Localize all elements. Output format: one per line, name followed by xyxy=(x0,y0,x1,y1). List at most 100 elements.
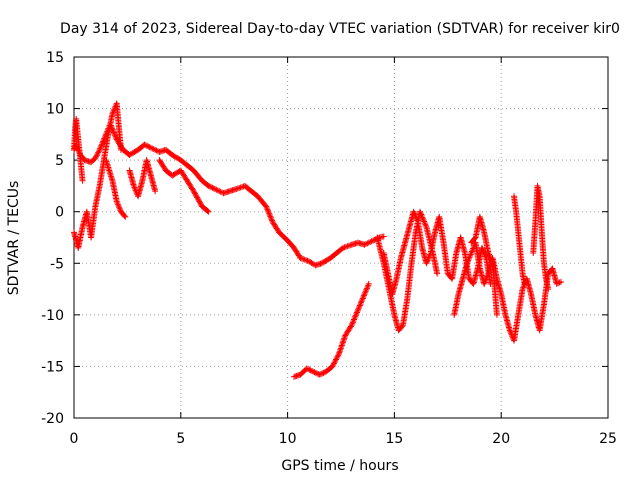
data-point xyxy=(399,323,406,330)
data-point xyxy=(347,323,354,330)
y-tick-label: -20 xyxy=(41,411,64,427)
data-point xyxy=(519,286,526,293)
data-point xyxy=(482,252,489,259)
data-point xyxy=(304,257,311,264)
y-tick-label: -10 xyxy=(41,308,64,324)
data-point xyxy=(312,369,319,376)
data-point xyxy=(420,217,427,224)
data-point xyxy=(97,144,104,151)
data-point xyxy=(314,370,321,377)
data-point xyxy=(141,141,148,148)
data-point xyxy=(111,130,118,137)
data-point xyxy=(359,296,366,303)
data-point xyxy=(204,207,211,214)
y-axis-label: SDTVAR / TECUs xyxy=(6,181,22,296)
data-point xyxy=(109,110,116,117)
data-point xyxy=(466,254,473,261)
data-point xyxy=(94,150,101,157)
data-point xyxy=(217,188,224,195)
data-point xyxy=(194,194,201,201)
data-point xyxy=(344,243,351,250)
data-point xyxy=(353,310,360,317)
data-point xyxy=(419,214,426,221)
data-point xyxy=(483,275,490,282)
y-tick-label: -15 xyxy=(41,359,64,375)
data-point xyxy=(481,280,488,287)
data-point xyxy=(486,252,493,259)
data-point xyxy=(353,309,360,316)
data-point xyxy=(192,190,199,197)
data-point xyxy=(331,359,338,366)
data-point xyxy=(365,282,372,289)
data-point xyxy=(149,145,156,152)
data-point xyxy=(209,184,216,191)
data-point xyxy=(411,210,418,217)
data-point xyxy=(93,153,100,160)
data-point xyxy=(335,352,342,359)
data-point xyxy=(359,295,366,302)
data-point xyxy=(147,144,154,151)
data-point xyxy=(211,186,218,193)
data-point xyxy=(506,327,513,334)
data-point xyxy=(485,251,492,258)
data-point xyxy=(210,185,217,192)
x-tick-label: 0 xyxy=(70,431,79,447)
data-point xyxy=(266,210,273,217)
data-point xyxy=(150,146,157,153)
data-point xyxy=(358,298,365,305)
data-point xyxy=(421,219,428,226)
data-point xyxy=(341,244,348,251)
data-point xyxy=(99,139,106,146)
data-point xyxy=(205,182,212,189)
data-point xyxy=(464,260,471,267)
data-point xyxy=(364,240,371,247)
data-point xyxy=(345,242,352,249)
data-point xyxy=(96,146,103,153)
data-point xyxy=(493,311,500,318)
data-point xyxy=(93,152,100,159)
data-point xyxy=(195,197,202,204)
data-point xyxy=(487,254,494,261)
data-point xyxy=(351,315,358,322)
data-point xyxy=(488,257,495,264)
data-point xyxy=(362,241,369,248)
data-point xyxy=(334,353,341,360)
data-point xyxy=(417,210,424,217)
data-point xyxy=(347,242,354,249)
data-point xyxy=(489,258,496,265)
data-point xyxy=(121,212,128,219)
data-point xyxy=(481,279,488,286)
data-point xyxy=(352,312,359,319)
data-point xyxy=(114,201,121,208)
data-point xyxy=(267,213,274,220)
x-tick-label: 5 xyxy=(176,431,185,447)
data-point xyxy=(113,135,120,142)
data-point xyxy=(266,211,273,218)
data-point xyxy=(146,144,153,151)
data-point xyxy=(310,368,317,375)
data-point xyxy=(348,322,355,329)
data-point xyxy=(520,284,527,291)
data-point xyxy=(130,182,137,189)
data-point xyxy=(306,366,313,373)
data-point xyxy=(117,146,124,153)
data-point xyxy=(468,249,475,256)
data-point xyxy=(423,260,430,267)
data-point xyxy=(479,246,486,253)
data-point xyxy=(307,367,314,374)
data-point xyxy=(152,188,159,195)
data-point xyxy=(421,218,428,225)
data-point xyxy=(357,301,364,308)
data-point xyxy=(95,148,102,155)
data-point xyxy=(362,289,369,296)
data-point xyxy=(153,147,160,154)
data-point xyxy=(268,216,275,223)
data-point xyxy=(380,233,387,240)
data-point xyxy=(197,199,204,206)
x-axis-label: GPS time / hours xyxy=(281,458,398,474)
data-point xyxy=(237,184,244,191)
data-point xyxy=(329,363,336,370)
data-point xyxy=(482,253,489,260)
y-tick-label: -5 xyxy=(50,256,64,272)
